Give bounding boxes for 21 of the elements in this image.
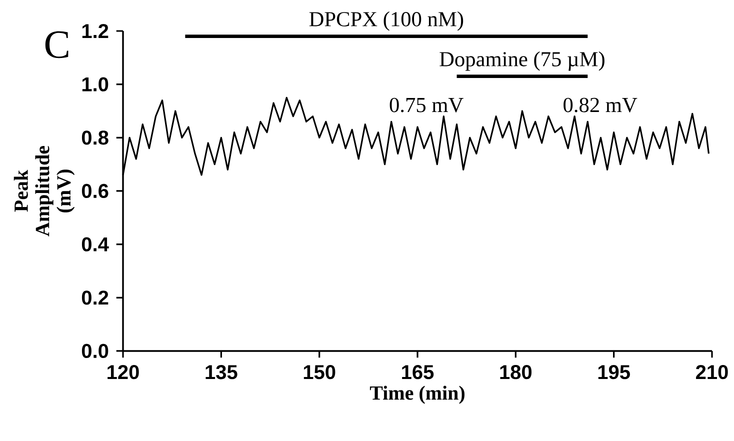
annotation: Dopamine (75 µM) [440,51,604,71]
y-axis-title: Peak Amplitude (mV) [14,146,75,236]
x-tick-label: 195 [598,365,630,380]
annotation: DPCPX (100 nM) [309,11,464,31]
y-tick-label: 0.4 [82,237,109,252]
x-tick-label: 180 [500,365,532,380]
x-tick-label: 210 [696,365,728,380]
y-tick-label: 0.0 [82,344,108,358]
x-tick-label: 135 [206,365,238,380]
text: C [45,31,68,58]
annotation: 0.75 mV [390,98,464,112]
x-tick-label: 165 [402,365,434,380]
y-tick-label: 0.2 [82,290,108,305]
x-tick-label: 150 [304,365,336,380]
y-tick-label: 1.2 [82,24,108,38]
annotation: 0.82 mV [564,98,638,112]
y-tick-label: 0.6 [82,184,108,198]
y-tick-label: 0.8 [82,130,108,145]
x-tick-label: 120 [108,365,139,380]
x-axis-title: Time (min) [370,386,464,404]
y-tick-label: 1.0 [82,77,108,92]
